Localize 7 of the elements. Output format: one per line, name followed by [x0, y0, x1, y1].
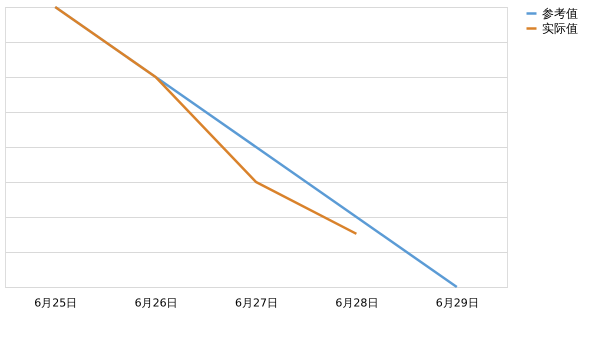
x-tick-label: 6月28日 — [335, 296, 378, 310]
legend-label: 实际值 — [542, 22, 578, 36]
legend-label: 参考值 — [542, 6, 578, 20]
x-tick-label: 6月26日 — [134, 296, 178, 310]
x-tick-label: 6月27日 — [235, 296, 278, 310]
x-tick-label: 6月29日 — [436, 296, 479, 310]
x-tick-label: 6月25日 — [34, 296, 78, 310]
